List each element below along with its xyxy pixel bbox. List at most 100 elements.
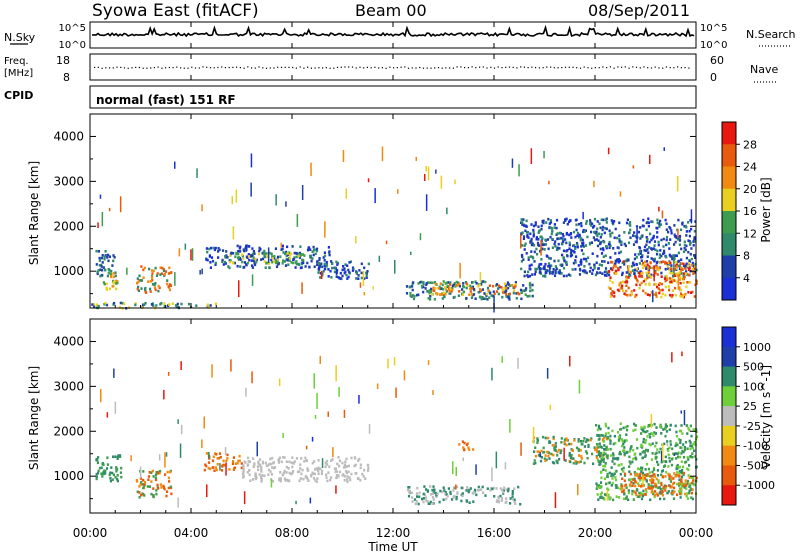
range-cell bbox=[461, 288, 464, 291]
range-cell bbox=[691, 290, 694, 294]
range-cell bbox=[346, 480, 349, 484]
range-cell bbox=[651, 237, 654, 240]
range-cell bbox=[630, 445, 633, 448]
time-tick-label: 12:00 bbox=[376, 526, 411, 540]
range-cell bbox=[258, 458, 262, 461]
range-cell bbox=[141, 483, 144, 486]
range-cell bbox=[646, 430, 649, 433]
range-cell bbox=[441, 490, 444, 494]
range-cell bbox=[117, 454, 120, 457]
range-cell bbox=[640, 468, 644, 471]
range-cell bbox=[126, 267, 128, 275]
range-cell bbox=[671, 289, 675, 292]
range-cell bbox=[366, 469, 370, 472]
range-cell bbox=[528, 283, 532, 287]
range-cell bbox=[668, 428, 671, 431]
range-cell bbox=[338, 464, 341, 468]
range-cell bbox=[363, 468, 366, 472]
range-cell bbox=[596, 271, 599, 275]
range-cell bbox=[325, 473, 328, 477]
range-cell bbox=[280, 460, 283, 464]
range-cell bbox=[689, 241, 692, 245]
freq-point bbox=[262, 67, 264, 69]
range-cell bbox=[682, 281, 685, 284]
range-cell bbox=[406, 488, 410, 492]
range-cell bbox=[653, 422, 656, 426]
range-cell bbox=[567, 273, 570, 276]
range-cell bbox=[159, 266, 162, 269]
range-cell bbox=[650, 238, 653, 242]
range-cell bbox=[675, 265, 679, 268]
range-cell bbox=[648, 433, 651, 436]
range-cell bbox=[458, 282, 461, 286]
range-cell bbox=[294, 266, 297, 269]
range-cell bbox=[664, 218, 667, 222]
range-cell bbox=[656, 469, 659, 472]
range-cell bbox=[595, 238, 598, 241]
range-cell bbox=[620, 487, 624, 490]
range-cell bbox=[163, 305, 166, 308]
range-cell bbox=[499, 487, 502, 490]
freq-point bbox=[583, 66, 585, 68]
range-cell bbox=[301, 185, 304, 200]
range-cell bbox=[606, 448, 609, 451]
range-cell bbox=[457, 281, 460, 284]
freq-point bbox=[677, 66, 679, 68]
freq-point bbox=[217, 66, 219, 69]
range-cell bbox=[578, 379, 581, 394]
range-cell bbox=[544, 238, 547, 242]
range-cell bbox=[630, 265, 633, 268]
range-cell bbox=[247, 456, 250, 460]
range-cell bbox=[662, 443, 664, 460]
range-cell bbox=[636, 467, 640, 470]
range-cell bbox=[556, 232, 559, 235]
freq-point bbox=[464, 67, 466, 69]
range-cell bbox=[563, 438, 566, 441]
range-cell bbox=[668, 456, 671, 460]
freq-point bbox=[258, 66, 260, 68]
range-cell bbox=[105, 286, 108, 290]
range-cell bbox=[593, 230, 596, 234]
range-cell bbox=[523, 224, 526, 228]
range-cell bbox=[537, 243, 540, 247]
range-cell bbox=[411, 285, 414, 288]
range-cell bbox=[670, 231, 673, 235]
range-cell bbox=[629, 462, 632, 465]
range-cell bbox=[360, 271, 363, 275]
range-cell bbox=[663, 497, 666, 501]
freq-point bbox=[292, 66, 294, 69]
range-cell bbox=[670, 458, 674, 461]
range-cell bbox=[439, 282, 442, 285]
range-cell bbox=[271, 456, 274, 460]
range-cell bbox=[266, 464, 269, 468]
range-cell bbox=[96, 461, 99, 465]
range-cell bbox=[151, 272, 154, 275]
range-cell bbox=[644, 454, 647, 457]
range-cell bbox=[562, 240, 565, 243]
range-cell bbox=[393, 357, 396, 366]
range-cell bbox=[626, 218, 629, 222]
range-cell bbox=[585, 271, 588, 275]
range-cell bbox=[511, 492, 514, 496]
range-cell bbox=[635, 256, 638, 259]
range-cell bbox=[685, 244, 688, 248]
freq-point bbox=[333, 67, 335, 69]
range-cell bbox=[231, 462, 234, 466]
range-cell bbox=[661, 292, 664, 296]
range-cell bbox=[660, 282, 663, 286]
range-cell bbox=[260, 478, 263, 481]
range-cell bbox=[604, 424, 607, 428]
range-cell bbox=[323, 267, 326, 271]
range-cell bbox=[533, 459, 536, 462]
range-cell bbox=[462, 446, 465, 449]
range-cell bbox=[440, 287, 443, 290]
range-cell bbox=[212, 455, 215, 459]
range-cell bbox=[550, 452, 553, 456]
range-cell bbox=[491, 467, 493, 482]
range-cell bbox=[540, 258, 543, 261]
range-cell bbox=[681, 222, 684, 225]
range-cell bbox=[199, 270, 201, 275]
range-cell bbox=[507, 286, 510, 290]
range-cell bbox=[495, 451, 498, 469]
cpid-panel-frame bbox=[89, 85, 697, 109]
